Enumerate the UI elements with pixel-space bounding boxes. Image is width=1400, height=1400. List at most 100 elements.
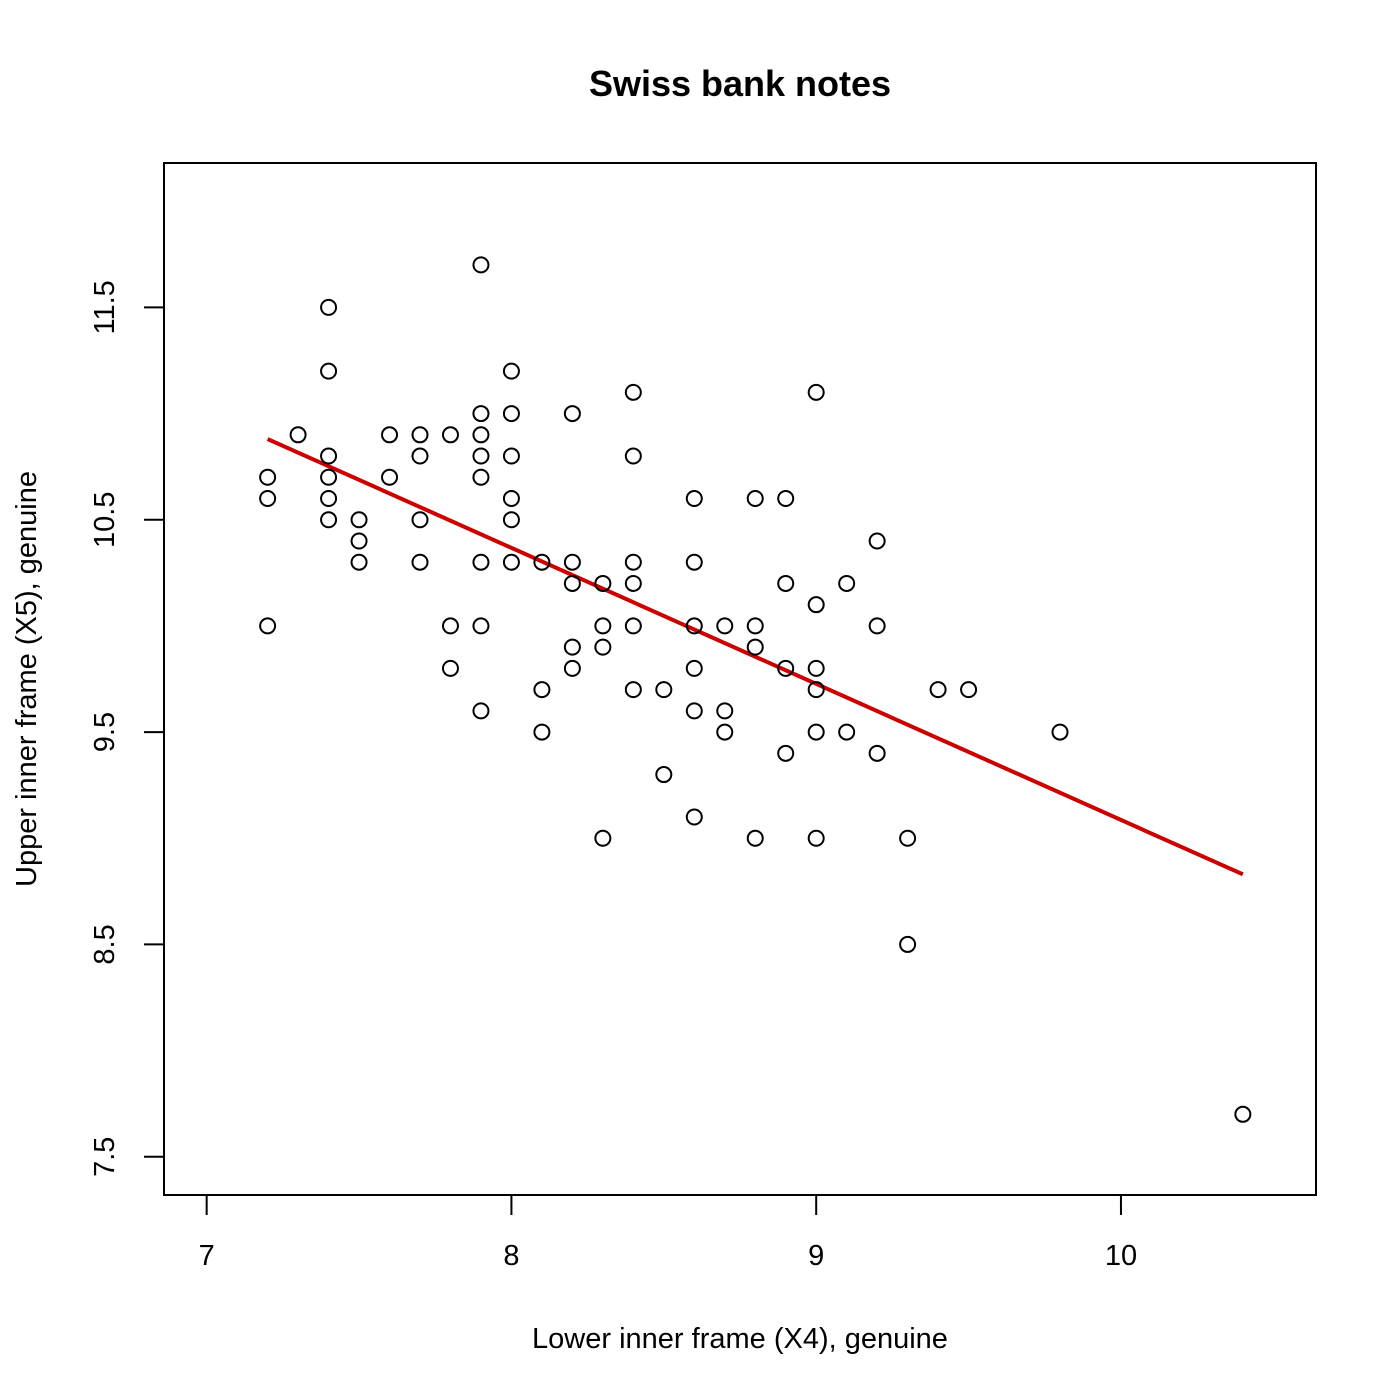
data-point bbox=[411, 447, 429, 465]
y-tick-label: 9.5 bbox=[89, 712, 121, 752]
data-point bbox=[472, 617, 490, 635]
x-tick-label: 7 bbox=[199, 1240, 215, 1272]
data-point bbox=[838, 723, 856, 741]
data-point bbox=[624, 553, 642, 571]
data-point bbox=[716, 702, 734, 720]
y-tick-label: 7.5 bbox=[89, 1137, 121, 1177]
data-point bbox=[716, 617, 734, 635]
data-point bbox=[381, 426, 399, 444]
data-point bbox=[563, 405, 581, 423]
x-tick-label: 9 bbox=[808, 1240, 824, 1272]
data-point bbox=[502, 362, 520, 380]
data-point bbox=[533, 723, 551, 741]
data-point bbox=[320, 468, 338, 486]
data-point bbox=[472, 405, 490, 423]
data-point bbox=[502, 447, 520, 465]
x-axis-label: Lower inner frame (X4), genuine bbox=[532, 1323, 948, 1355]
data-point bbox=[320, 490, 338, 508]
data-point bbox=[685, 702, 703, 720]
data-point bbox=[960, 681, 978, 699]
data-point bbox=[746, 490, 764, 508]
y-tick-label: 11.5 bbox=[89, 280, 121, 334]
data-point bbox=[441, 617, 459, 635]
data-point bbox=[411, 426, 429, 444]
data-point bbox=[685, 553, 703, 571]
data-point bbox=[350, 553, 368, 571]
data-point bbox=[655, 681, 673, 699]
data-point bbox=[777, 574, 795, 592]
data-point bbox=[563, 659, 581, 677]
data-point bbox=[320, 511, 338, 529]
data-point bbox=[350, 532, 368, 550]
data-point bbox=[594, 617, 612, 635]
data-point bbox=[563, 553, 581, 571]
data-point bbox=[502, 405, 520, 423]
data-point bbox=[472, 468, 490, 486]
data-point bbox=[624, 681, 642, 699]
x-axis: 7 8 9 10 bbox=[199, 1194, 1137, 1272]
x-tick-label: 8 bbox=[503, 1240, 519, 1272]
data-point bbox=[320, 447, 338, 465]
data-point bbox=[807, 659, 825, 677]
data-points bbox=[259, 256, 1252, 1123]
data-point bbox=[381, 468, 399, 486]
data-point bbox=[624, 617, 642, 635]
y-tick-label: 10.5 bbox=[89, 492, 121, 548]
data-point bbox=[929, 681, 947, 699]
x-tick-label: 10 bbox=[1105, 1240, 1137, 1272]
data-point bbox=[472, 702, 490, 720]
data-point bbox=[350, 511, 368, 529]
regression-line-layer bbox=[266, 437, 1244, 877]
data-point bbox=[594, 638, 612, 656]
data-point bbox=[1234, 1105, 1252, 1123]
y-axis: 7.5 8.5 9.5 10.5 11.5 bbox=[89, 280, 165, 1177]
data-point bbox=[807, 596, 825, 614]
data-point bbox=[807, 829, 825, 847]
data-point bbox=[685, 659, 703, 677]
data-point bbox=[472, 447, 490, 465]
data-point bbox=[411, 553, 429, 571]
data-point bbox=[838, 574, 856, 592]
data-point bbox=[411, 511, 429, 529]
data-point bbox=[899, 935, 917, 953]
data-point bbox=[624, 574, 642, 592]
data-point bbox=[868, 532, 886, 550]
data-point bbox=[259, 490, 277, 508]
data-point bbox=[441, 659, 459, 677]
data-point bbox=[289, 426, 307, 444]
data-point bbox=[777, 659, 795, 677]
data-point bbox=[746, 638, 764, 656]
data-point bbox=[472, 256, 490, 274]
data-point bbox=[807, 383, 825, 401]
data-point bbox=[594, 829, 612, 847]
data-point bbox=[777, 490, 795, 508]
data-point bbox=[594, 574, 612, 592]
regression-line bbox=[266, 437, 1244, 877]
data-point bbox=[502, 553, 520, 571]
data-point bbox=[502, 511, 520, 529]
data-point bbox=[441, 426, 459, 444]
data-point bbox=[777, 744, 795, 762]
plot-frame bbox=[163, 162, 1317, 1196]
data-point bbox=[533, 681, 551, 699]
data-point bbox=[685, 808, 703, 826]
data-point bbox=[716, 723, 734, 741]
data-point bbox=[472, 426, 490, 444]
data-point bbox=[563, 574, 581, 592]
data-point bbox=[807, 723, 825, 741]
data-point bbox=[624, 447, 642, 465]
data-point bbox=[899, 829, 917, 847]
data-point bbox=[320, 298, 338, 316]
data-point bbox=[533, 553, 551, 571]
y-tick-label: 8.5 bbox=[89, 924, 121, 964]
data-point bbox=[746, 829, 764, 847]
data-point bbox=[868, 744, 886, 762]
data-point bbox=[868, 617, 886, 635]
data-point bbox=[655, 766, 673, 784]
y-axis-label: Upper inner frame (X5), genuine bbox=[11, 471, 43, 887]
data-point bbox=[320, 362, 338, 380]
data-point bbox=[502, 490, 520, 508]
chart-title: Swiss bank notes bbox=[589, 63, 891, 104]
data-point bbox=[685, 490, 703, 508]
